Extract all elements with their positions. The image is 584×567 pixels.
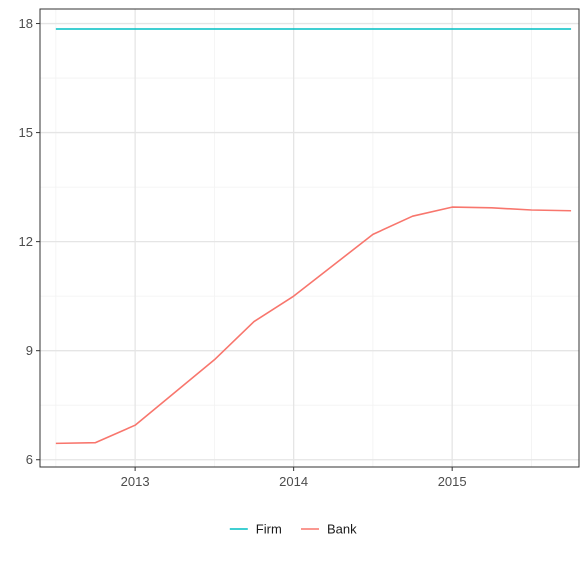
series-line-bank <box>55 206 572 445</box>
major-gridlines <box>40 9 579 467</box>
minor-gridlines <box>40 9 579 467</box>
legend-label-firm: Firm <box>256 522 282 537</box>
x-tick-label: 2013 <box>121 474 150 489</box>
panel-border <box>39 8 580 468</box>
y-tick-label: 9 <box>26 343 33 358</box>
axis-ticks: 6 9 12 15 18 2013 2014 2015 <box>19 16 467 489</box>
y-tick-label: 18 <box>19 16 33 31</box>
x-tick-label: 2014 <box>279 474 308 489</box>
legend-label-bank: Bank <box>327 522 357 537</box>
series-layer <box>55 28 572 445</box>
x-tick-label: 2015 <box>438 474 467 489</box>
legend: Firm Bank <box>229 522 357 537</box>
y-tick-label: 15 <box>19 125 33 140</box>
y-tick-label: 12 <box>19 234 33 249</box>
y-tick-label: 6 <box>26 452 33 467</box>
